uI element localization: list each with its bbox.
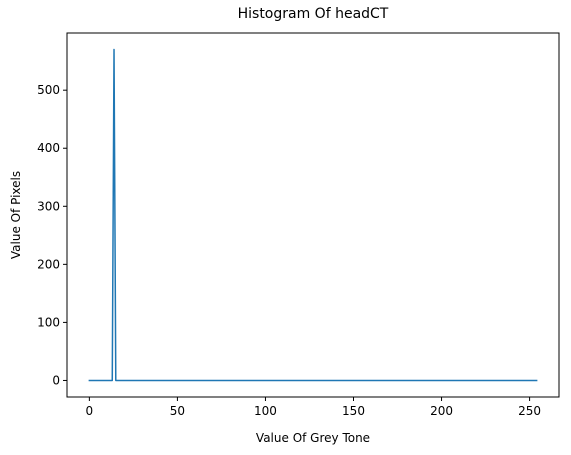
x-tick-label: 150	[342, 404, 365, 418]
y-tick-label: 500	[37, 83, 60, 97]
y-tick-label: 0	[52, 373, 60, 387]
y-tick-label: 100	[37, 315, 60, 329]
y-axis-label: Value Of Pixels	[9, 171, 23, 259]
y-tick-label: 200	[37, 257, 60, 271]
chart-title: Histogram Of headCT	[238, 6, 389, 22]
y-axis: 0 100 200 300 400 500	[37, 83, 67, 387]
axes-frame	[66, 32, 560, 398]
x-tick-label: 0	[86, 404, 94, 418]
histogram-series-line	[88, 48, 538, 382]
x-tick-label: 200	[430, 404, 453, 418]
x-axis: 0 50 100 150 200 250	[86, 397, 541, 418]
x-tick-label: 250	[518, 404, 541, 418]
y-tick-label: 300	[37, 199, 60, 213]
x-axis-label: Value Of Grey Tone	[256, 431, 370, 445]
x-tick-label: 100	[254, 404, 277, 418]
y-tick-label: 400	[37, 141, 60, 155]
plot-area	[88, 48, 538, 382]
x-tick-label: 50	[170, 404, 185, 418]
